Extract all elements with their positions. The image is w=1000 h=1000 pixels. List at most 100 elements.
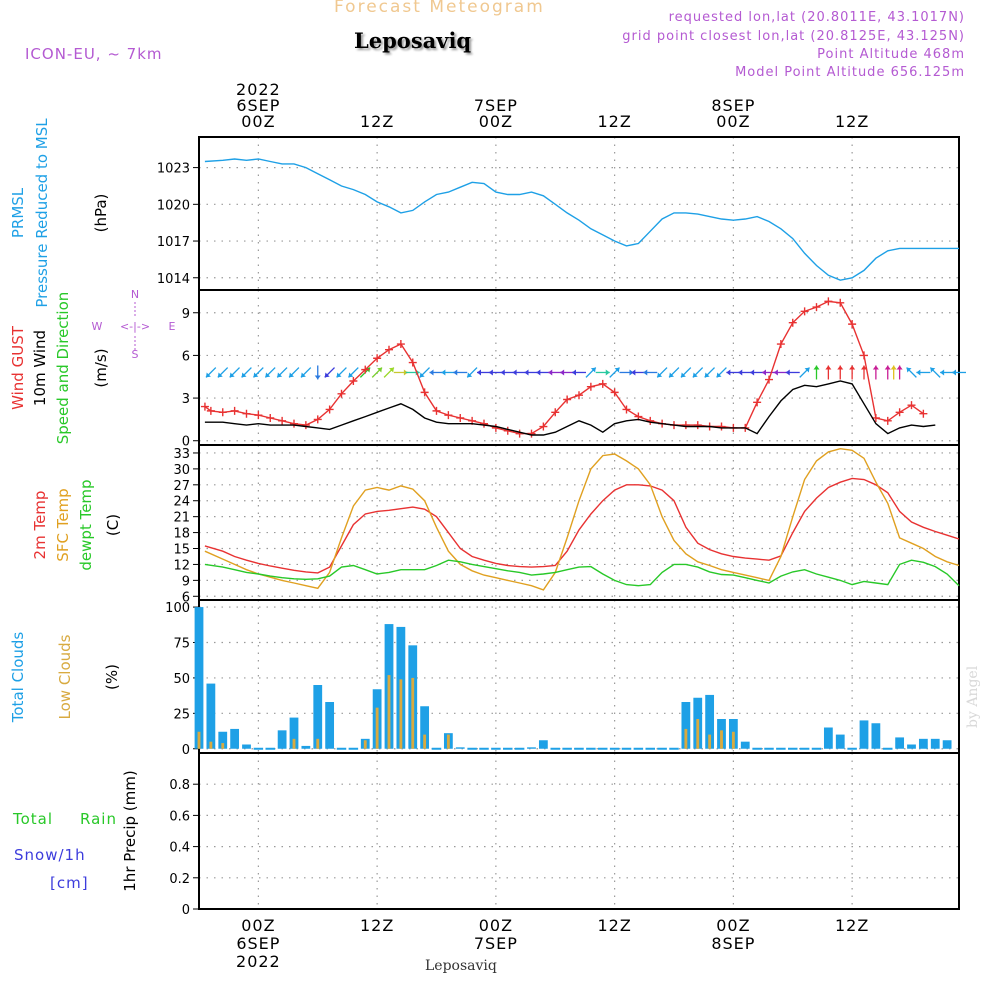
time-label-bottom: 6SEP bbox=[236, 934, 280, 953]
total-cloud-bar bbox=[823, 727, 833, 749]
time-label-bottom: 00Z bbox=[716, 916, 750, 935]
clouds-unit: (%) bbox=[103, 664, 121, 690]
wind-arrow bbox=[773, 369, 788, 376]
low-cloud-bar bbox=[731, 731, 735, 749]
wind-arrow-head bbox=[217, 372, 223, 378]
low-cloud-bar bbox=[411, 677, 415, 749]
precip-ytick-label: 0.2 bbox=[169, 872, 190, 887]
low-cloud-bar bbox=[292, 738, 296, 749]
time-label-top: 00Z bbox=[241, 112, 275, 131]
wind-direction-label: Speed and Direction bbox=[54, 292, 72, 445]
wind-arrow bbox=[205, 367, 217, 378]
wind-arrow bbox=[217, 367, 229, 378]
time-label-top: 00Z bbox=[479, 112, 513, 131]
wind-arrow bbox=[837, 365, 844, 380]
product-title: Forecast Meteogram bbox=[334, 0, 545, 17]
wind-arrow-head bbox=[377, 367, 383, 373]
total-cloud-bar bbox=[930, 738, 940, 749]
time-label-bottom: 7SEP bbox=[474, 934, 518, 953]
gust-marker bbox=[313, 415, 322, 424]
temp-unit: (C) bbox=[104, 514, 122, 536]
wind-arrow bbox=[288, 367, 300, 378]
time-label-bottom: 00Z bbox=[479, 916, 513, 935]
low-cloud-bar bbox=[316, 738, 320, 749]
temperature-ytick-label: 15 bbox=[173, 543, 190, 558]
total-cloud-bar bbox=[420, 706, 430, 749]
wind-arrow bbox=[229, 367, 240, 378]
time-label-top: 12Z bbox=[360, 112, 394, 131]
wind-arrow bbox=[264, 367, 276, 378]
wind-arrow bbox=[419, 367, 430, 378]
pressure-label-short: PRMSL bbox=[9, 187, 27, 238]
gust-marker bbox=[325, 405, 334, 414]
gust-marker bbox=[907, 401, 916, 410]
wind-arrow-head bbox=[524, 369, 529, 376]
wind-arrow bbox=[929, 367, 941, 378]
low-cloud-bar bbox=[363, 740, 367, 749]
gust-marker bbox=[396, 340, 405, 349]
wind-speed-line bbox=[204, 380, 936, 436]
wind-arrow bbox=[300, 367, 312, 378]
low-cloud-bar bbox=[446, 734, 450, 749]
total-clouds-label: Total Clouds bbox=[9, 632, 27, 724]
wind-arrow bbox=[371, 367, 383, 378]
total-cloud-bar bbox=[277, 730, 287, 749]
wind-arrow-head bbox=[785, 369, 790, 376]
gust-marker bbox=[753, 398, 762, 407]
time-label-top: 12Z bbox=[835, 112, 869, 131]
wind-arrow-head bbox=[205, 372, 211, 378]
gust-marker bbox=[919, 409, 928, 418]
wind-arrow bbox=[762, 369, 776, 376]
wind-arrow bbox=[738, 369, 753, 376]
low-cloud-bar bbox=[375, 707, 379, 749]
wind-arrow bbox=[500, 369, 515, 376]
wind-arrow-head bbox=[680, 372, 686, 378]
temperature-ytick-label: 27 bbox=[173, 479, 190, 494]
wind-arrow-head bbox=[336, 372, 342, 378]
precip-panel: 0 0.2 0.4 0.6 0.8 bbox=[169, 752, 960, 918]
low-cloud-bar bbox=[209, 741, 213, 749]
wind-arrow-head bbox=[813, 365, 820, 370]
gust-marker bbox=[491, 423, 500, 432]
total-cloud-bar bbox=[835, 734, 845, 749]
total-cloud-bar bbox=[871, 723, 881, 749]
wind-arrow bbox=[825, 365, 832, 380]
wind-arrow bbox=[324, 367, 335, 378]
wind-arrow bbox=[872, 365, 879, 380]
wind-arrow bbox=[750, 369, 765, 376]
wind-arrow bbox=[348, 367, 359, 378]
clouds-frame bbox=[198, 599, 960, 754]
total-cloud-bar bbox=[289, 717, 299, 749]
wind-arrow-head bbox=[837, 365, 844, 370]
wind-arrow bbox=[524, 369, 539, 376]
gust-marker bbox=[420, 388, 429, 397]
gust-marker bbox=[503, 426, 512, 435]
wind-arrow-head bbox=[300, 372, 306, 378]
gust-marker bbox=[788, 318, 797, 327]
wind-arrow bbox=[536, 369, 551, 376]
wind-arrow bbox=[849, 365, 856, 380]
total-cloud-bar bbox=[194, 607, 204, 749]
low-cloud-bar bbox=[423, 734, 427, 749]
low-clouds-label: Low Clouds bbox=[56, 634, 74, 719]
precip-ytick-label: 0.4 bbox=[169, 841, 190, 856]
wind-arrow-head bbox=[884, 365, 891, 370]
wind-arrow-head bbox=[614, 367, 620, 373]
gust-marker bbox=[349, 377, 358, 386]
total-cloud-bar bbox=[740, 741, 750, 749]
gust-marker bbox=[895, 408, 904, 417]
wind-arrow-head bbox=[872, 365, 879, 370]
gust-marker bbox=[301, 421, 310, 430]
gust-marker bbox=[290, 419, 298, 428]
temperature-ytick-label: 30 bbox=[173, 463, 190, 478]
total-cloud-bar bbox=[242, 744, 251, 749]
temperature-frame bbox=[198, 444, 960, 601]
gust-marker bbox=[765, 375, 773, 384]
gust-marker bbox=[278, 416, 287, 425]
wind-arrow-head bbox=[348, 372, 354, 378]
wind-arrow bbox=[314, 365, 321, 380]
temperature-ytick-label: 21 bbox=[173, 511, 190, 526]
gust-marker bbox=[800, 307, 809, 316]
total-cloud-bar bbox=[918, 738, 928, 749]
